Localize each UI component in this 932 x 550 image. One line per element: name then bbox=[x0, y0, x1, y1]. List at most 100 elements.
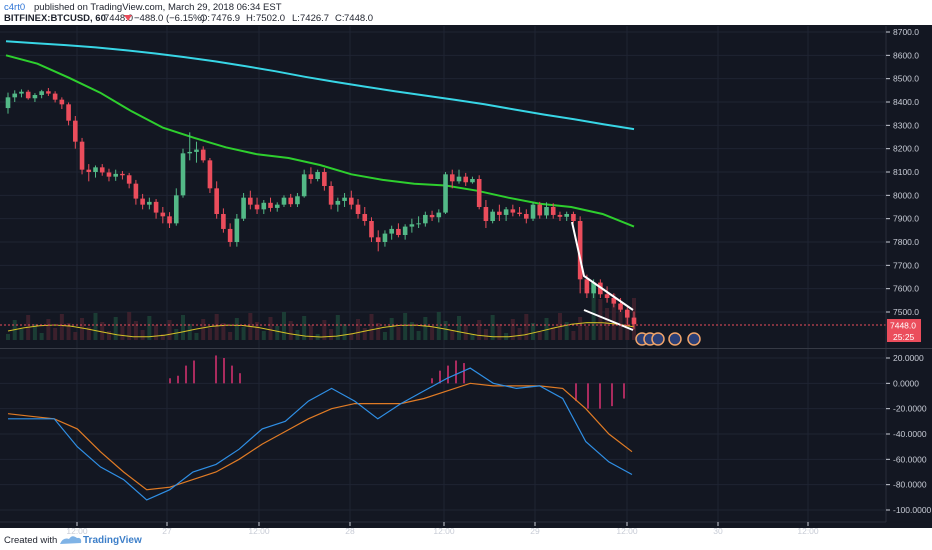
volume-bar bbox=[275, 326, 280, 340]
flag-marker-icon[interactable] bbox=[668, 332, 682, 346]
candle-body bbox=[490, 211, 495, 221]
price-tick-label: 8500.0 bbox=[893, 74, 919, 84]
candle-body bbox=[5, 97, 11, 109]
macd-tick-label: -40.0000 bbox=[893, 429, 927, 439]
candle-body bbox=[611, 298, 617, 304]
macd-tick-label: -100.0000 bbox=[893, 505, 932, 515]
candle-body bbox=[631, 317, 637, 325]
candle-body bbox=[335, 200, 341, 205]
lower-trendline[interactable] bbox=[583, 309, 634, 331]
histogram-bar bbox=[623, 383, 625, 399]
ohlc-open-label: O: bbox=[200, 13, 210, 24]
price-tick-label: 7500.0 bbox=[893, 307, 919, 317]
price-tick-label: 8100.0 bbox=[893, 167, 919, 177]
price-tick-label: 8700.0 bbox=[893, 27, 919, 37]
candlesticks bbox=[5, 88, 637, 330]
volume-bar bbox=[127, 312, 132, 340]
candle-body bbox=[32, 95, 38, 99]
volume-bar bbox=[423, 317, 428, 340]
last-price-tag bbox=[887, 319, 921, 331]
volume-bar bbox=[207, 328, 212, 340]
histogram-bar bbox=[587, 383, 589, 409]
volume-bar bbox=[430, 326, 435, 340]
candle-body bbox=[120, 173, 125, 176]
volume-bar bbox=[113, 317, 118, 340]
time-tick-label: 12:00 bbox=[433, 526, 455, 536]
volume-bar bbox=[221, 323, 226, 340]
last-price-label: 7448.0 bbox=[104, 13, 133, 24]
candle-body bbox=[429, 214, 435, 218]
volume-bar bbox=[470, 334, 475, 340]
volume-bar bbox=[382, 332, 387, 340]
macd-tick-label: 0.0000 bbox=[893, 378, 919, 388]
histogram-bar bbox=[177, 375, 179, 384]
volume-bar bbox=[234, 318, 239, 340]
candle-body bbox=[322, 172, 327, 186]
volume-bar bbox=[281, 312, 286, 340]
candle-body bbox=[375, 237, 381, 242]
candle-body bbox=[214, 188, 219, 214]
candle-body bbox=[564, 214, 569, 217]
price-tick-label: 8400.0 bbox=[893, 97, 919, 107]
candle-body bbox=[234, 218, 240, 242]
volume-bar bbox=[241, 327, 246, 340]
candle-body bbox=[93, 167, 98, 172]
volume-bar bbox=[39, 333, 44, 340]
volume-bar bbox=[584, 326, 589, 340]
candle-body bbox=[79, 141, 85, 170]
time-gridlines bbox=[76, 26, 809, 522]
volume-bar bbox=[517, 328, 522, 340]
time-tick-label: 12:00 bbox=[797, 526, 819, 536]
histogram-bar bbox=[193, 360, 195, 384]
candle-body bbox=[550, 207, 556, 215]
macd-axis[interactable]: 20.0000 0.0000 -20.0000 -40.0000 -60.0000 -80… bbox=[886, 353, 932, 515]
volume-bar bbox=[133, 321, 138, 340]
candle-body bbox=[557, 214, 563, 217]
volume-bar bbox=[524, 314, 529, 340]
symbol-label[interactable]: BITFINEX:BTCUSD, 60 bbox=[4, 13, 106, 24]
chart-header bbox=[0, 0, 932, 25]
volume-bar bbox=[106, 331, 111, 340]
volume-bar bbox=[578, 317, 583, 340]
histogram-bar bbox=[611, 383, 613, 407]
ohlc-close-value: 7448.0 bbox=[344, 13, 373, 24]
candle-body bbox=[295, 196, 300, 205]
author-link[interactable]: c4rt0 bbox=[4, 2, 25, 13]
ohlc-high-label: H: bbox=[246, 13, 256, 24]
candle-body bbox=[254, 204, 260, 210]
time-tick-label: 30 bbox=[713, 526, 723, 536]
volume-bar bbox=[611, 294, 616, 340]
histogram-bar bbox=[231, 365, 233, 384]
candle-body bbox=[86, 169, 92, 172]
candle-body bbox=[449, 174, 455, 182]
tradingview-brand[interactable]: TradingView bbox=[83, 535, 142, 546]
time-axis[interactable]: 12:00 27 12:00 28 12:00 29 12:00 30 12:00 bbox=[66, 522, 819, 536]
candle-body bbox=[160, 212, 166, 217]
candle-body bbox=[443, 174, 448, 213]
trendline-drawing[interactable] bbox=[571, 221, 634, 331]
time-tick-label: 12:00 bbox=[66, 526, 88, 536]
volume-bar bbox=[389, 318, 394, 340]
volume-bar bbox=[477, 320, 482, 340]
candle-body bbox=[19, 91, 24, 94]
candle-body bbox=[544, 207, 549, 216]
volume-bar bbox=[356, 319, 361, 340]
histogram-bar bbox=[599, 383, 601, 409]
candle-body bbox=[342, 197, 347, 201]
candle-body bbox=[200, 149, 206, 161]
upper-trendline[interactable] bbox=[571, 221, 634, 311]
flag-marker-icon[interactable] bbox=[687, 332, 701, 346]
histogram-bar bbox=[439, 370, 441, 384]
volume-bar bbox=[53, 328, 58, 340]
flag-marker-icon[interactable] bbox=[651, 332, 665, 346]
macd-line bbox=[8, 367, 633, 501]
macd-histogram bbox=[169, 355, 625, 409]
event-markers[interactable] bbox=[635, 332, 701, 346]
volume-bar bbox=[32, 324, 37, 340]
candle-body bbox=[268, 202, 273, 208]
macd-tick-label: -80.0000 bbox=[893, 480, 927, 490]
price-axis[interactable]: 8700.0 8600.0 8500.0 8400.0 8300.0 8200.0 8100… bbox=[886, 27, 919, 317]
tradingview-logo-icon bbox=[60, 536, 82, 544]
candle-body bbox=[355, 204, 361, 214]
